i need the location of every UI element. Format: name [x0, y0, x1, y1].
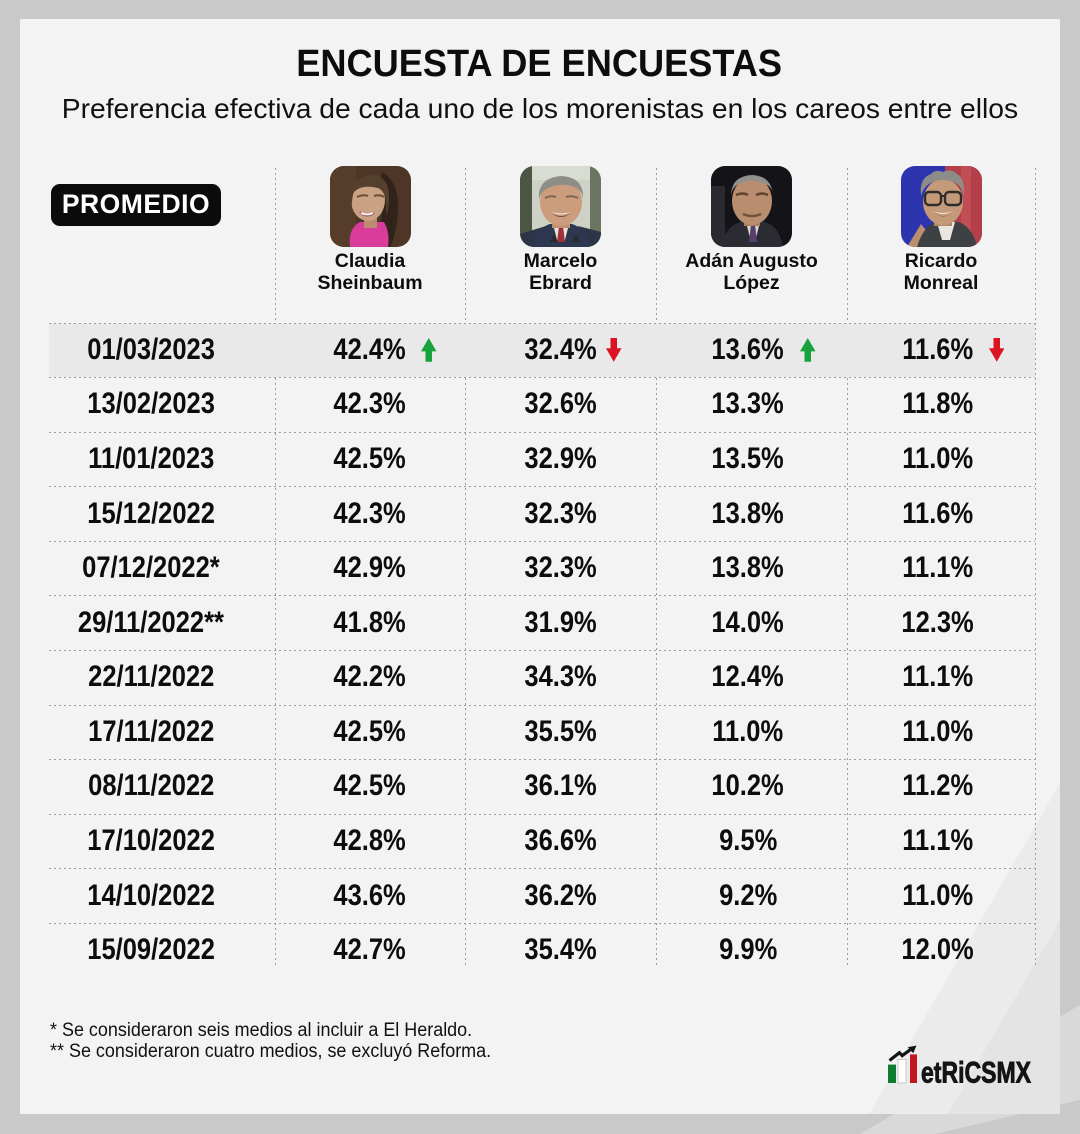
svg-text:etRiCSMX: etRiCSMX — [921, 1057, 1031, 1090]
